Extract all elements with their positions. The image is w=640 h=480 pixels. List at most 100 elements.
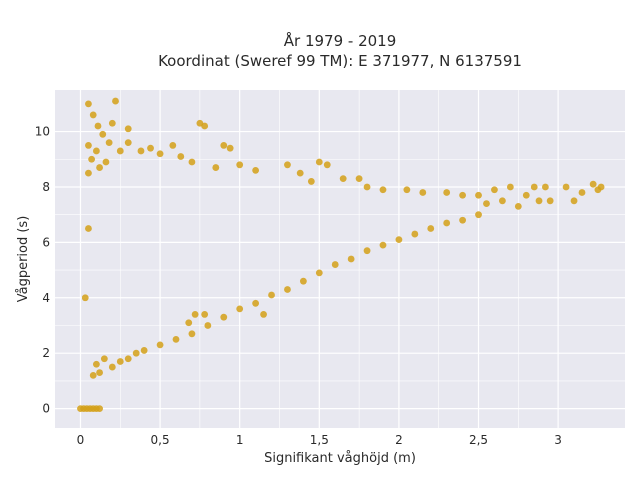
x-tick-label: 0,5 <box>151 433 170 447</box>
data-point <box>379 241 387 249</box>
data-point <box>201 122 209 130</box>
data-point <box>299 277 307 285</box>
data-point <box>108 363 116 371</box>
data-point <box>220 313 228 321</box>
data-point <box>185 319 193 327</box>
data-point <box>147 144 154 152</box>
y-tick-label: 4 <box>42 291 50 305</box>
data-point <box>105 139 113 147</box>
data-point <box>307 178 315 185</box>
data-point <box>226 144 234 152</box>
x-tick-label: 2 <box>395 433 403 447</box>
y-axis-title: Vågperiod (s) <box>16 216 31 303</box>
y-tick-label: 2 <box>42 346 50 360</box>
data-point <box>475 191 482 199</box>
data-point <box>589 180 597 188</box>
x-axis-title: Signifikant våghöjd (m) <box>264 451 416 466</box>
data-point <box>403 186 411 194</box>
data-point <box>191 311 199 318</box>
data-point <box>81 294 89 302</box>
data-point <box>315 158 323 166</box>
data-point <box>535 197 543 205</box>
data-point <box>379 186 387 194</box>
data-point <box>102 158 110 166</box>
chart-title-line1: År 1979 - 2019 <box>284 31 397 50</box>
y-axis-ticks: 0 2 4 6 8 10 <box>35 125 50 416</box>
data-point <box>220 142 228 149</box>
data-point <box>578 189 586 196</box>
data-point <box>116 358 124 365</box>
data-point <box>260 311 267 318</box>
data-point <box>99 130 107 138</box>
y-tick-label: 0 <box>42 402 50 416</box>
y-tick-label: 10 <box>35 125 50 139</box>
data-point <box>169 142 177 149</box>
data-point <box>92 360 100 368</box>
data-point <box>427 225 435 232</box>
x-axis-ticks: 0 0,5 1 1,5 2 2,5 3 <box>77 433 562 447</box>
x-tick-label: 2,5 <box>469 433 488 447</box>
data-point <box>363 183 371 191</box>
data-point <box>96 164 103 171</box>
data-point <box>88 155 96 163</box>
data-point <box>96 369 103 376</box>
data-point <box>204 322 212 329</box>
data-point <box>331 261 339 268</box>
data-point <box>491 186 498 194</box>
data-point <box>443 219 451 227</box>
data-point <box>395 236 403 244</box>
data-point <box>355 175 363 183</box>
data-point <box>443 189 451 196</box>
data-point <box>156 150 164 158</box>
data-point <box>499 197 506 205</box>
data-point <box>419 189 427 196</box>
data-point <box>339 175 347 183</box>
data-point <box>284 286 291 293</box>
data-point <box>96 405 103 413</box>
data-point <box>475 211 482 219</box>
data-point <box>188 330 196 338</box>
y-tick-label: 8 <box>42 180 50 194</box>
data-point <box>201 311 209 318</box>
data-point <box>323 161 331 169</box>
data-point <box>315 269 323 277</box>
data-point <box>284 161 291 169</box>
data-point <box>347 255 355 263</box>
plot-area <box>55 90 625 428</box>
data-point <box>483 200 490 207</box>
data-point <box>522 191 530 199</box>
data-point <box>177 153 185 160</box>
data-point <box>140 347 148 354</box>
data-point <box>411 230 419 238</box>
data-point <box>296 169 304 177</box>
data-point <box>124 139 132 147</box>
data-point <box>541 183 549 191</box>
data-point <box>459 216 466 224</box>
chart-title-line2: Koordinat (Sweref 99 TM): E 371977, N 61… <box>158 52 522 70</box>
data-point <box>188 158 196 166</box>
data-point <box>514 202 522 210</box>
data-point <box>236 305 244 313</box>
data-point <box>112 97 119 105</box>
y-tick-label: 6 <box>42 235 50 249</box>
data-point <box>212 164 220 171</box>
data-point <box>562 183 570 191</box>
data-point <box>85 225 92 232</box>
data-point <box>85 100 92 108</box>
data-point <box>459 191 466 199</box>
grid-lines <box>55 90 625 428</box>
data-point <box>268 291 275 299</box>
x-tick-label: 1,5 <box>310 433 329 447</box>
data-point <box>236 161 244 169</box>
data-points <box>77 97 605 413</box>
data-point <box>124 125 132 133</box>
data-point <box>156 341 164 349</box>
data-point <box>530 183 538 191</box>
data-point <box>89 111 97 119</box>
data-point <box>252 299 260 307</box>
data-point <box>252 166 260 174</box>
data-point <box>92 147 100 155</box>
x-tick-label: 1 <box>236 433 244 447</box>
